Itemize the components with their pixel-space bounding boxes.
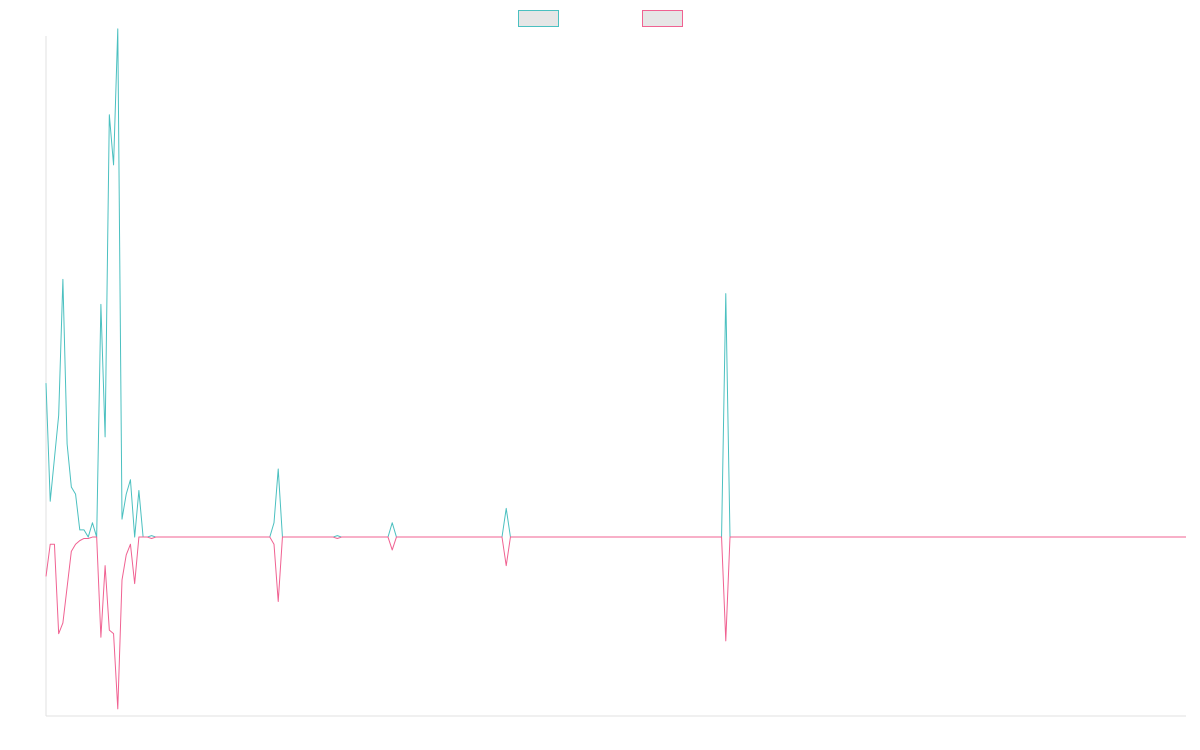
series-line-1 bbox=[45, 28, 1186, 538]
chart-axes bbox=[45, 36, 1186, 717]
legend-item-2[interactable] bbox=[642, 10, 683, 27]
series-layer bbox=[45, 28, 1186, 710]
series-line-2 bbox=[45, 536, 1186, 710]
legend-swatch-2[interactable] bbox=[642, 10, 683, 27]
legend-swatch-1[interactable] bbox=[518, 10, 559, 27]
legend-item-1[interactable] bbox=[518, 10, 559, 27]
chart-legend[interactable] bbox=[518, 10, 683, 27]
